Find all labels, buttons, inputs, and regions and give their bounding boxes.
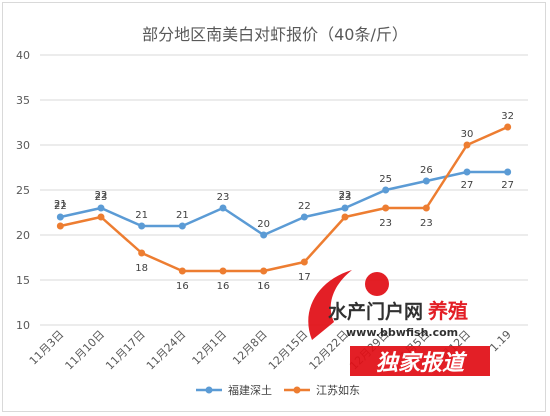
data-point bbox=[422, 204, 430, 212]
y-axis-ticks: 10 15 20 25 30 35 40 bbox=[16, 49, 30, 332]
x-tick-label: 11月24日 bbox=[144, 328, 189, 373]
data-point bbox=[56, 222, 64, 230]
data-label: 23 bbox=[217, 192, 230, 203]
data-label: 21 bbox=[54, 199, 67, 210]
x-tick-label: 12月1日 bbox=[190, 328, 230, 368]
data-point bbox=[97, 213, 105, 221]
x-tick-label: 11月10日 bbox=[63, 328, 108, 373]
y-tick-label: 25 bbox=[16, 184, 30, 197]
data-point bbox=[341, 213, 349, 221]
data-point bbox=[138, 249, 146, 257]
data-label: 22 bbox=[95, 190, 108, 201]
watermark-logo: 水产门户网 养殖 www.bbwfish.com 独家报道 bbox=[308, 270, 490, 376]
data-point bbox=[178, 267, 186, 275]
data-point bbox=[463, 168, 471, 176]
data-label: 20 bbox=[257, 219, 270, 230]
data-label: 27 bbox=[501, 180, 514, 191]
chart-frame bbox=[2, 2, 546, 412]
x-tick-label: 11月3日 bbox=[27, 328, 67, 368]
data-point bbox=[260, 231, 268, 239]
grid-lines bbox=[40, 54, 528, 326]
data-point bbox=[178, 222, 186, 230]
data-label: 16 bbox=[257, 281, 270, 292]
x-tick-label: 1.19 bbox=[487, 328, 514, 355]
data-point bbox=[504, 123, 512, 131]
data-point bbox=[382, 186, 390, 194]
data-point bbox=[341, 204, 349, 212]
x-tick-label: 11月17日 bbox=[103, 328, 148, 373]
data-point bbox=[138, 222, 146, 230]
data-point bbox=[463, 141, 471, 149]
watermark-brand-main: 水产门户网 bbox=[328, 300, 423, 323]
watermark-brand-accent: 养殖 bbox=[427, 299, 468, 323]
data-point bbox=[504, 168, 512, 176]
watermark-url: www.bbwfish.com bbox=[346, 326, 458, 339]
watermark-banner-bg bbox=[350, 346, 490, 376]
data-label: 23 bbox=[95, 192, 108, 203]
data-point bbox=[97, 204, 105, 212]
series-group bbox=[56, 123, 512, 275]
legend-swatch-dot bbox=[293, 386, 301, 394]
watermark-swoosh bbox=[308, 270, 352, 340]
data-label: 23 bbox=[339, 192, 352, 203]
data-label: 23 bbox=[379, 218, 392, 229]
y-tick-label: 20 bbox=[16, 229, 30, 242]
watermark-banner-text: 独家报道 bbox=[376, 350, 468, 376]
data-label: 16 bbox=[217, 281, 230, 292]
data-point bbox=[56, 213, 64, 221]
chart-title: 部分地区南美白对虾报价（40条/斤） bbox=[142, 25, 408, 44]
data-label: 21 bbox=[176, 210, 189, 221]
y-tick-label: 40 bbox=[16, 49, 30, 62]
x-tick-label: 12月15日 bbox=[266, 328, 311, 373]
legend-label: 福建深土 bbox=[228, 383, 272, 397]
series-line bbox=[60, 125, 509, 273]
data-label: 18 bbox=[135, 263, 148, 274]
data-label: 23 bbox=[420, 218, 433, 229]
legend-swatch-dot bbox=[205, 386, 213, 394]
data-label: 22 bbox=[298, 201, 311, 212]
data-point bbox=[219, 204, 227, 212]
data-point bbox=[300, 258, 308, 266]
watermark-red-dot bbox=[365, 272, 389, 296]
data-label: 27 bbox=[461, 180, 474, 191]
data-label: 21 bbox=[135, 210, 148, 221]
data-point bbox=[422, 177, 430, 185]
legend: 福建深土 江苏如东 bbox=[196, 383, 360, 397]
x-tick-label: 12月8日 bbox=[230, 328, 270, 368]
y-tick-label: 15 bbox=[16, 274, 30, 287]
data-label: 17 bbox=[298, 272, 311, 283]
data-point bbox=[260, 267, 268, 275]
data-label: 22 bbox=[54, 201, 67, 212]
data-point bbox=[219, 267, 227, 275]
y-tick-label: 30 bbox=[16, 139, 30, 152]
y-tick-label: 35 bbox=[16, 94, 30, 107]
data-label: 25 bbox=[379, 174, 392, 185]
y-tick-label: 10 bbox=[16, 319, 30, 332]
data-label: 26 bbox=[420, 165, 433, 176]
data-label: 30 bbox=[461, 129, 474, 140]
data-label: 22 bbox=[339, 190, 352, 201]
data-point bbox=[382, 204, 390, 212]
data-label: 16 bbox=[176, 281, 189, 292]
data-point bbox=[300, 213, 308, 221]
data-label: 32 bbox=[501, 111, 514, 122]
legend-label: 江苏如东 bbox=[316, 383, 360, 397]
series-line bbox=[60, 170, 508, 237]
